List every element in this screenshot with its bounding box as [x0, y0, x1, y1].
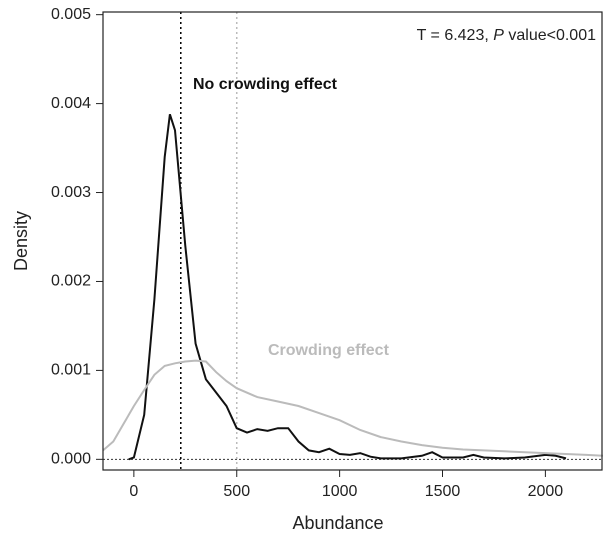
series-label: No crowding effect [193, 76, 338, 93]
x-tick-label: 500 [223, 483, 250, 500]
x-axis-title: Abundance [292, 513, 383, 533]
y-tick-label: 0.000 [51, 451, 91, 468]
y-axis-title: Density [11, 211, 31, 271]
density-line [103, 359, 603, 457]
stat-label: T = 6.423, P value<0.001 [417, 27, 597, 44]
x-tick-label: 1000 [322, 483, 358, 500]
y-tick-label: 0.004 [51, 95, 91, 112]
stat-suffix: value<0.001 [504, 27, 596, 44]
x-tick-label: 0 [129, 483, 138, 500]
plot-frame [102, 11, 603, 471]
series-label: Crowding effect [268, 342, 390, 359]
stat-italic: P [493, 27, 504, 44]
plot-area [103, 12, 603, 470]
x-tick-label: 2000 [528, 483, 564, 500]
x-tick-label: 1500 [425, 483, 461, 500]
y-tick-label: 0.001 [51, 362, 91, 379]
y-tick-label: 0.003 [51, 184, 91, 201]
y-tick-label: 0.002 [51, 273, 91, 290]
density-line [128, 113, 567, 461]
y-tick-label: 0.005 [51, 6, 91, 23]
stat-prefix: T = 6.423, [417, 27, 494, 44]
